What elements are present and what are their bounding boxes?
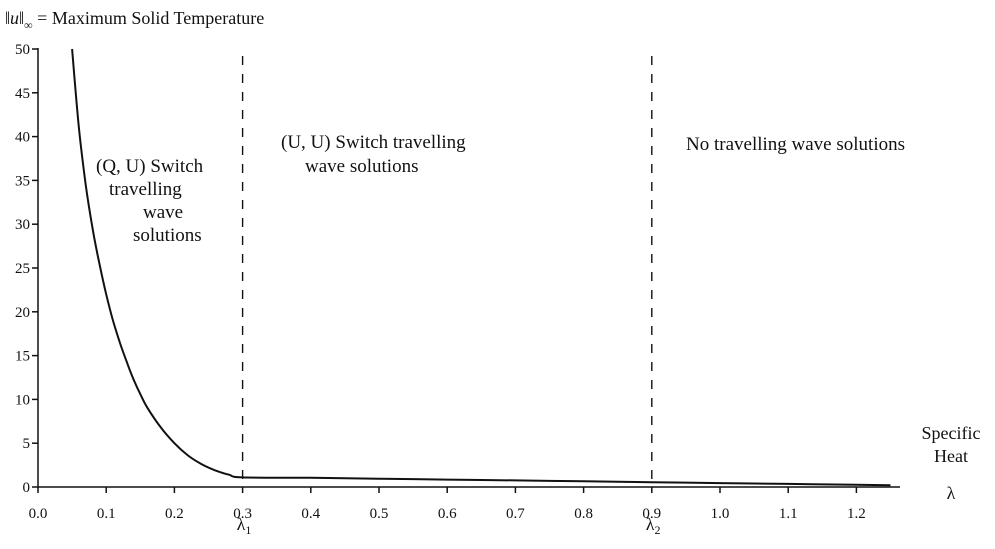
x-tick-label: 1.1 bbox=[779, 506, 798, 522]
y-tick-label: 35 bbox=[15, 173, 30, 189]
x-tick-label: 0.5 bbox=[370, 506, 389, 522]
x-tick-label: 0.6 bbox=[438, 506, 457, 522]
y-tick-label: 5 bbox=[23, 436, 31, 452]
x-tick-label: 0.0 bbox=[29, 506, 48, 522]
lambda-label-1: λ1 bbox=[237, 514, 252, 537]
y-tick-label: 0 bbox=[23, 480, 31, 496]
y-ticks: 0 5 10 15 20 25 30 35 40 45 50 bbox=[15, 42, 38, 496]
x-tick-label: 0.4 bbox=[301, 506, 320, 522]
x-axis-label-line2: Heat bbox=[934, 446, 968, 466]
chart-title-sub: ∞ bbox=[24, 18, 33, 32]
chart-title-norm: ‖u‖ bbox=[5, 8, 24, 28]
region-label-3: No travelling wave solutions bbox=[686, 134, 905, 155]
lambda-label-2: λ2 bbox=[646, 514, 661, 537]
y-tick-label: 20 bbox=[15, 305, 30, 321]
x-tick-label: 0.9 bbox=[642, 506, 661, 522]
x-tick-label: 1.0 bbox=[711, 506, 730, 522]
region-label-2: (U, U) Switch travelling wave solutions bbox=[281, 132, 470, 177]
x-tick-label: 1.2 bbox=[847, 506, 866, 522]
x-tick-label: 0.2 bbox=[165, 506, 184, 522]
region-label-1: (Q, U) Switch travelling wave solutions bbox=[96, 156, 208, 246]
chart-title: ‖u‖∞ = Maximum Solid Temperature bbox=[5, 8, 264, 32]
y-tick-label: 15 bbox=[15, 349, 30, 365]
x-axis-symbol: λ bbox=[947, 483, 956, 503]
y-tick-label: 50 bbox=[15, 42, 30, 58]
y-tick-label: 25 bbox=[15, 261, 30, 277]
x-tick-label: 0.7 bbox=[506, 506, 525, 522]
y-tick-label: 10 bbox=[15, 392, 30, 408]
x-tick-label: 0.3 bbox=[233, 506, 252, 522]
y-tick-label: 45 bbox=[15, 86, 30, 102]
series-line bbox=[71, 48, 891, 487]
x-tick-label: 0.1 bbox=[97, 506, 116, 522]
x-tick-label: 0.8 bbox=[574, 506, 593, 522]
y-tick-label: 30 bbox=[15, 217, 30, 233]
x-ticks: 0.0 0.1 0.2 0.3 0.4 0.5 0.6 0.7 0.8 0.9 1.0 1.1 1.2 bbox=[29, 487, 866, 522]
y-tick-label: 40 bbox=[15, 130, 30, 146]
x-axis-label-line1: Specific bbox=[922, 423, 981, 443]
vertical-dividers: λ1 λ2 bbox=[237, 56, 661, 537]
chart-title-rest: = Maximum Solid Temperature bbox=[33, 8, 265, 28]
